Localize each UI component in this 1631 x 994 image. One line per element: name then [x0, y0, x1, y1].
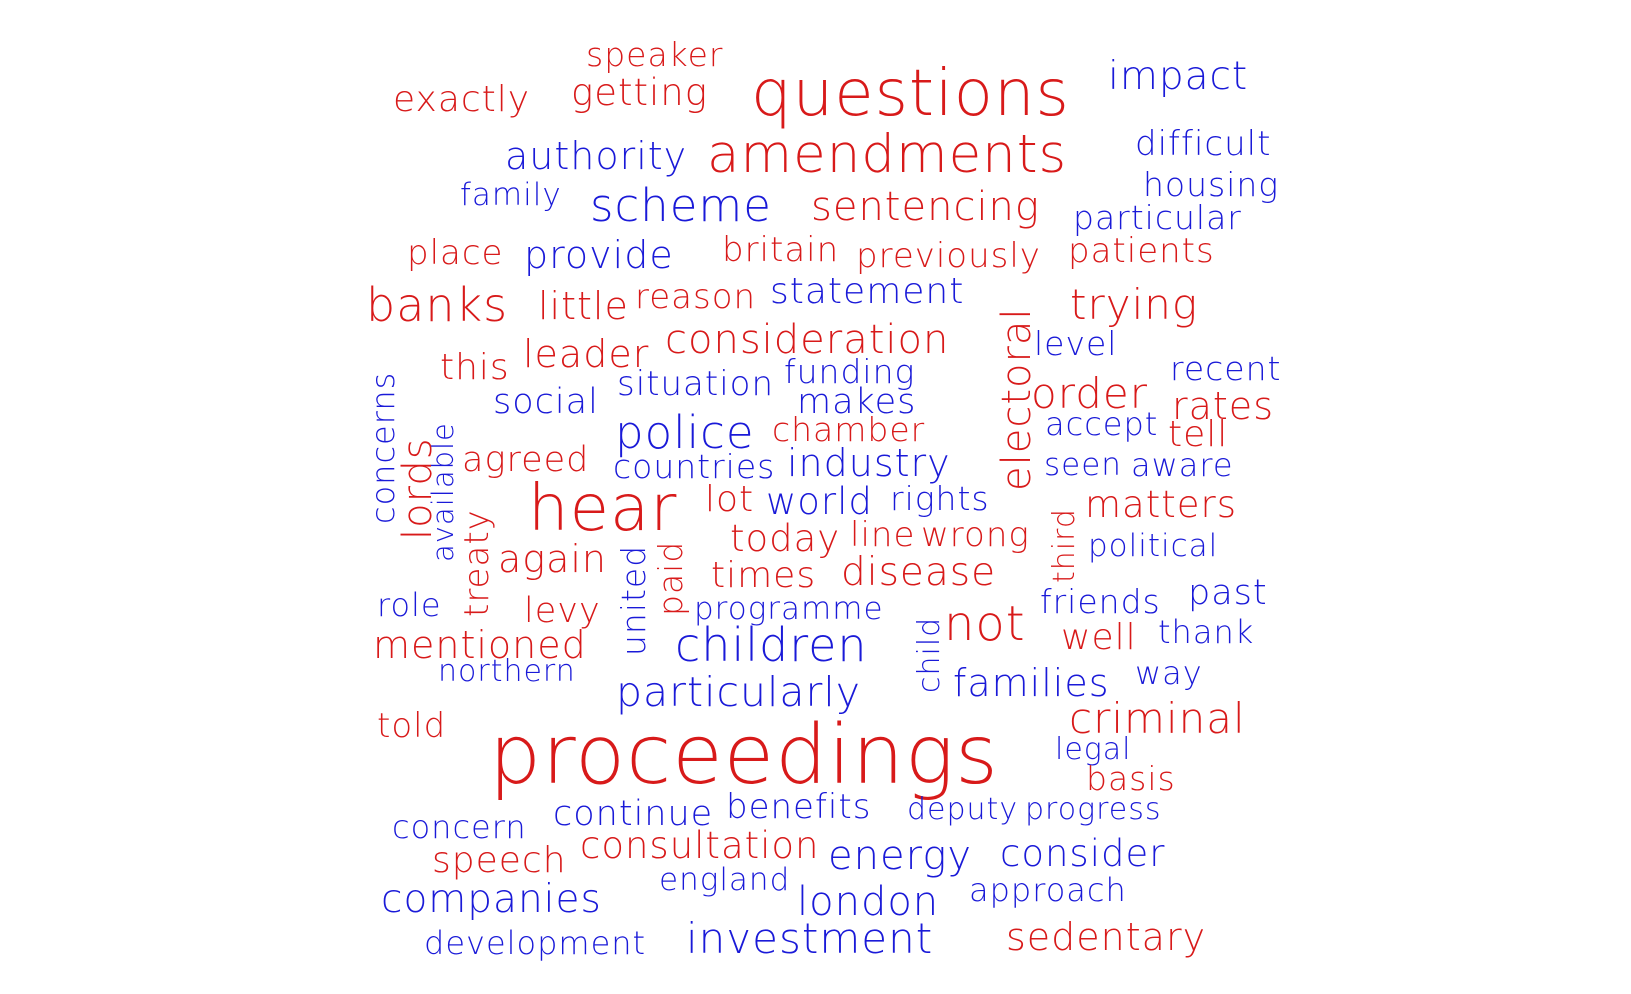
- word-england: england: [659, 862, 791, 898]
- word-this: this: [440, 347, 510, 388]
- word-role: role: [377, 586, 442, 624]
- word-hear: hear: [528, 472, 678, 546]
- word-reason: reason: [635, 277, 757, 317]
- word-not: not: [944, 596, 1026, 652]
- word-children: children: [675, 618, 868, 672]
- word-questions: questions: [751, 57, 1070, 131]
- word-wrong: wrong: [921, 515, 1030, 555]
- word-particular: particular: [1073, 198, 1242, 237]
- word-speech: speech: [432, 840, 567, 881]
- word-today: today: [730, 517, 841, 560]
- word-third: third: [1047, 508, 1082, 583]
- word-makes: makes: [797, 382, 917, 422]
- word-accept: accept: [1045, 405, 1159, 443]
- word-amendments: amendments: [707, 124, 1068, 185]
- word-aware: aware: [1131, 446, 1234, 484]
- word-britain: britain: [722, 230, 840, 270]
- word-development: development: [424, 924, 647, 962]
- word-scheme: scheme: [590, 179, 772, 232]
- word-treaty: treaty: [457, 509, 497, 617]
- word-banks: banks: [366, 278, 509, 332]
- word-matters: matters: [1085, 483, 1237, 526]
- word-energy: energy: [828, 833, 972, 879]
- word-little: little: [538, 284, 629, 328]
- word-continue: continue: [553, 794, 714, 834]
- word-authority: authority: [505, 134, 688, 178]
- word-child: child: [912, 616, 947, 693]
- word-situation: situation: [617, 364, 775, 404]
- word-police: police: [615, 406, 755, 459]
- word-way: way: [1135, 654, 1203, 692]
- word-social: social: [493, 382, 599, 422]
- word-thank: thank: [1158, 613, 1255, 651]
- word-investment: investment: [686, 914, 934, 963]
- word-consider: consider: [1000, 832, 1166, 875]
- word-benefits: benefits: [726, 787, 872, 827]
- word-again: again: [498, 537, 608, 581]
- word-criminal: criminal: [1069, 694, 1246, 743]
- word-legal: legal: [1055, 732, 1132, 767]
- word-rights: rights: [890, 479, 990, 518]
- word-consideration: consideration: [665, 317, 950, 363]
- word-line: line: [850, 515, 916, 555]
- word-industry: industry: [787, 441, 951, 485]
- word-told: told: [377, 706, 447, 746]
- word-recent: recent: [1170, 349, 1282, 388]
- word-levy: levy: [524, 591, 601, 631]
- word-particularly: particularly: [616, 668, 862, 716]
- word-statement: statement: [770, 271, 965, 312]
- word-impact: impact: [1108, 54, 1249, 99]
- word-trying: trying: [1070, 280, 1199, 329]
- word-place: place: [407, 233, 504, 273]
- word-sedentary: sedentary: [1006, 915, 1207, 959]
- word-previously: previously: [856, 236, 1041, 276]
- word-disease: disease: [841, 550, 997, 595]
- word-lords: lords: [395, 437, 441, 540]
- word-family: family: [460, 177, 562, 213]
- word-world: world: [766, 480, 873, 523]
- word-approach: approach: [969, 871, 1127, 909]
- word-companies: companies: [381, 877, 602, 922]
- word-times: times: [711, 555, 817, 596]
- word-difficult: difficult: [1135, 124, 1272, 164]
- word-speaker: speaker: [586, 35, 724, 74]
- word-chamber: chamber: [772, 410, 926, 449]
- word-london: london: [797, 879, 940, 925]
- word-countries: countries: [613, 447, 776, 486]
- word-progress: progress: [1025, 792, 1162, 827]
- word-level: level: [1034, 324, 1118, 363]
- word-provide: provide: [524, 233, 674, 277]
- word-proceedings: proceedings: [489, 708, 999, 803]
- word-rates: rates: [1172, 384, 1274, 428]
- word-sentencing: sentencing: [811, 184, 1040, 230]
- word-getting: getting: [571, 71, 708, 114]
- word-families: families: [953, 661, 1110, 705]
- word-deputy: deputy: [907, 792, 1019, 827]
- word-well: well: [1061, 617, 1137, 658]
- word-programme: programme: [694, 591, 884, 627]
- word-funding: funding: [784, 352, 916, 391]
- word-concern: concern: [392, 808, 527, 846]
- word-political: political: [1088, 528, 1219, 564]
- word-leader: leader: [523, 332, 650, 376]
- word-exactly: exactly: [393, 79, 531, 120]
- word-united: united: [614, 544, 653, 656]
- word-consultation: consultation: [580, 824, 820, 867]
- word-friends: friends: [1040, 582, 1161, 621]
- word-lot: lot: [705, 479, 755, 520]
- word-patients: patients: [1068, 231, 1215, 271]
- word-past: past: [1188, 573, 1268, 613]
- word-basis: basis: [1086, 759, 1176, 798]
- word-mentioned: mentioned: [373, 623, 587, 667]
- word-seen: seen: [1044, 447, 1122, 483]
- word-agreed: agreed: [462, 440, 590, 480]
- word-housing: housing: [1143, 165, 1280, 204]
- word-paid: paid: [651, 540, 690, 616]
- word-tell: tell: [1168, 414, 1229, 455]
- word-northern: northern: [438, 654, 576, 689]
- word-order: order: [1031, 369, 1148, 418]
